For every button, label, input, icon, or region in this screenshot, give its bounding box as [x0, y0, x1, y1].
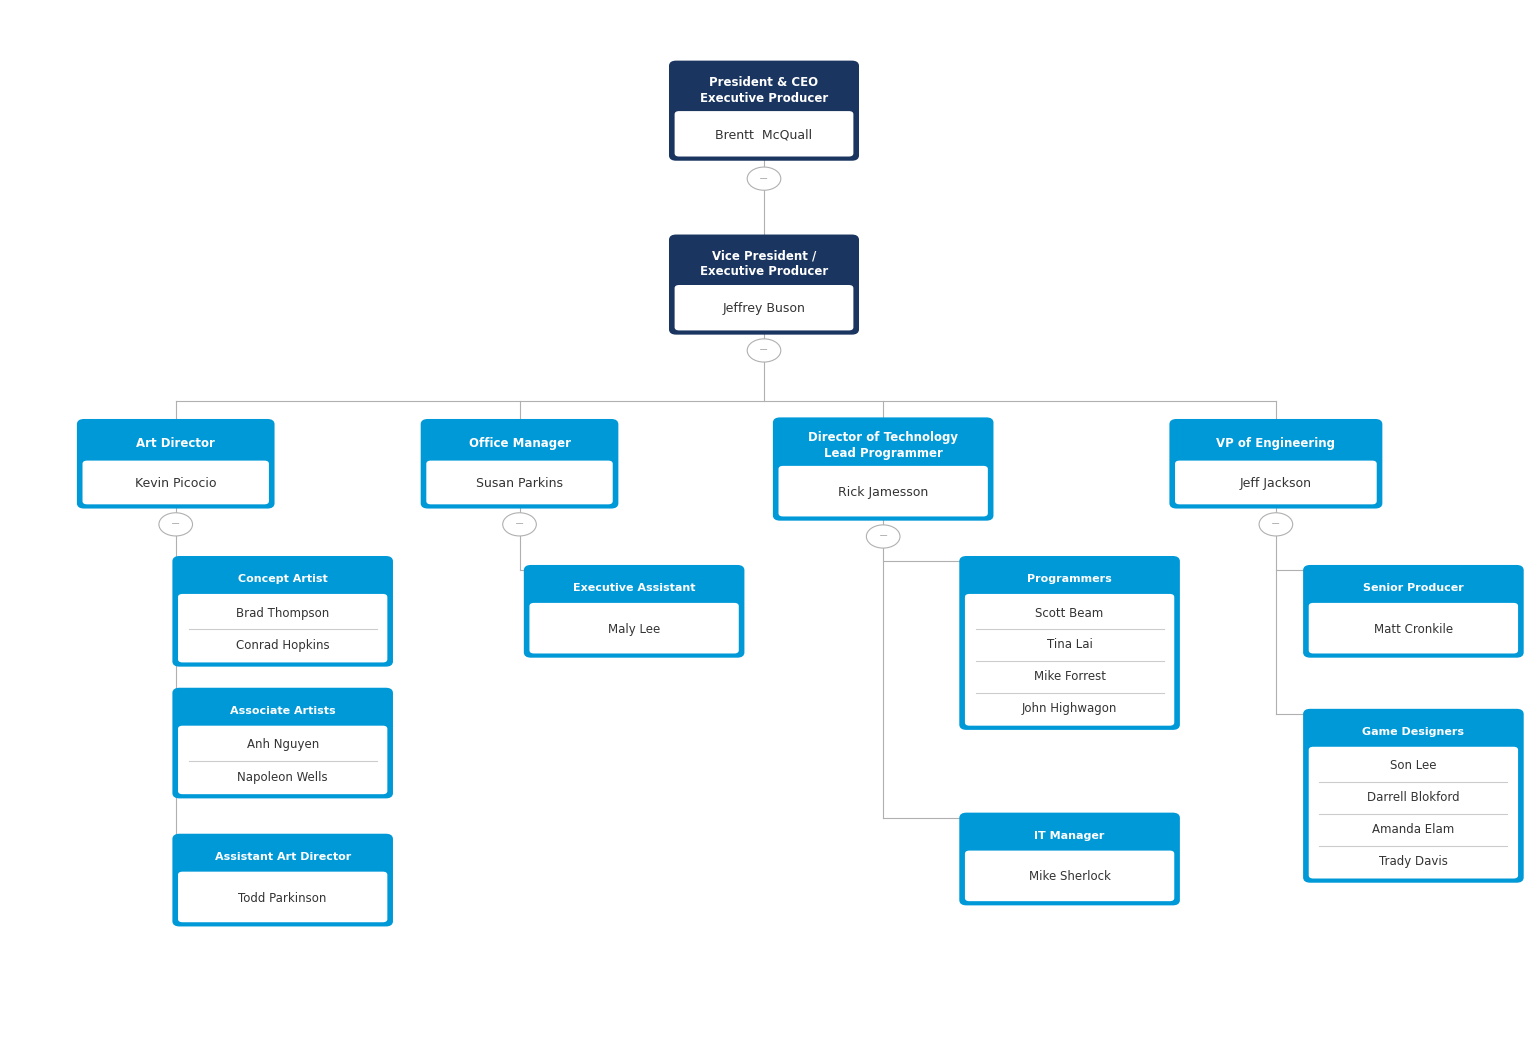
Circle shape — [747, 167, 781, 191]
Circle shape — [1259, 512, 1293, 535]
Text: Mike Sherlock: Mike Sherlock — [1028, 871, 1111, 883]
Text: Napoleon Wells: Napoleon Wells — [237, 770, 329, 783]
FancyBboxPatch shape — [426, 461, 613, 504]
Text: Matt Cronkile: Matt Cronkile — [1374, 623, 1453, 636]
Text: Son Lee: Son Lee — [1390, 759, 1436, 773]
Text: Concept Artist: Concept Artist — [238, 574, 327, 584]
FancyBboxPatch shape — [674, 111, 853, 156]
Text: Associate Artists: Associate Artists — [229, 706, 336, 716]
FancyBboxPatch shape — [524, 566, 743, 657]
Text: Mike Forrest: Mike Forrest — [1033, 670, 1106, 683]
Text: Programmers: Programmers — [1027, 574, 1112, 584]
Text: Jeffrey Buson: Jeffrey Buson — [723, 302, 805, 315]
Text: −: − — [1271, 520, 1280, 529]
FancyBboxPatch shape — [177, 872, 388, 922]
Text: Jeff Jackson: Jeff Jackson — [1239, 477, 1313, 490]
FancyBboxPatch shape — [173, 557, 391, 666]
FancyBboxPatch shape — [674, 285, 853, 331]
Circle shape — [866, 525, 900, 548]
Text: Office Manager: Office Manager — [469, 437, 570, 450]
FancyBboxPatch shape — [669, 236, 859, 333]
Text: President & CEO
Executive Producer: President & CEO Executive Producer — [700, 76, 828, 104]
FancyBboxPatch shape — [422, 419, 617, 507]
Text: Scott Beam: Scott Beam — [1036, 606, 1103, 620]
Text: Trady Davis: Trady Davis — [1378, 855, 1449, 868]
FancyBboxPatch shape — [960, 814, 1180, 904]
Circle shape — [747, 339, 781, 363]
Circle shape — [159, 512, 193, 535]
Text: −: − — [171, 520, 180, 529]
Text: Kevin Picocio: Kevin Picocio — [134, 477, 217, 490]
FancyBboxPatch shape — [83, 461, 269, 504]
Text: Amanda Elam: Amanda Elam — [1372, 823, 1455, 836]
FancyBboxPatch shape — [778, 466, 987, 516]
Text: IT Manager: IT Manager — [1034, 831, 1105, 841]
Text: John Highwagon: John Highwagon — [1022, 702, 1117, 716]
Text: Rick Jamesson: Rick Jamesson — [837, 486, 929, 499]
Text: Darrell Blokford: Darrell Blokford — [1368, 792, 1459, 804]
Text: Game Designers: Game Designers — [1363, 727, 1464, 737]
FancyBboxPatch shape — [78, 419, 274, 507]
Text: Director of Technology
Lead Programmer: Director of Technology Lead Programmer — [808, 431, 958, 461]
FancyBboxPatch shape — [669, 61, 859, 159]
FancyBboxPatch shape — [773, 418, 993, 520]
Text: Todd Parkinson: Todd Parkinson — [238, 892, 327, 904]
Text: Susan Parkins: Susan Parkins — [477, 477, 562, 490]
Text: Executive Assistant: Executive Assistant — [573, 583, 695, 593]
Text: Art Director: Art Director — [136, 437, 215, 450]
FancyBboxPatch shape — [960, 557, 1180, 729]
Text: VP of Engineering: VP of Engineering — [1216, 437, 1335, 450]
Text: Maly Lee: Maly Lee — [608, 623, 660, 636]
Text: −: − — [759, 174, 769, 183]
FancyBboxPatch shape — [1308, 603, 1517, 653]
FancyBboxPatch shape — [529, 603, 740, 653]
Text: Senior Producer: Senior Producer — [1363, 583, 1464, 593]
FancyBboxPatch shape — [173, 689, 391, 797]
FancyBboxPatch shape — [177, 725, 388, 795]
FancyBboxPatch shape — [966, 851, 1174, 901]
Text: Anh Nguyen: Anh Nguyen — [246, 739, 319, 752]
FancyBboxPatch shape — [1305, 566, 1522, 657]
FancyBboxPatch shape — [1175, 461, 1377, 504]
Text: Vice President /
Executive Producer: Vice President / Executive Producer — [700, 250, 828, 278]
Text: −: − — [515, 520, 524, 529]
Text: Conrad Hopkins: Conrad Hopkins — [235, 639, 330, 651]
FancyBboxPatch shape — [177, 593, 388, 663]
FancyBboxPatch shape — [966, 593, 1174, 725]
Text: Brad Thompson: Brad Thompson — [235, 607, 330, 620]
FancyBboxPatch shape — [1305, 710, 1522, 881]
Text: Brentt  McQuall: Brentt McQuall — [715, 129, 813, 141]
Text: Assistant Art Director: Assistant Art Director — [214, 852, 351, 862]
Text: −: − — [879, 531, 888, 542]
FancyBboxPatch shape — [1308, 746, 1517, 879]
FancyBboxPatch shape — [1170, 419, 1381, 507]
FancyBboxPatch shape — [173, 835, 391, 925]
Text: Tina Lai: Tina Lai — [1047, 639, 1093, 651]
Text: −: − — [759, 346, 769, 355]
Circle shape — [503, 512, 536, 535]
